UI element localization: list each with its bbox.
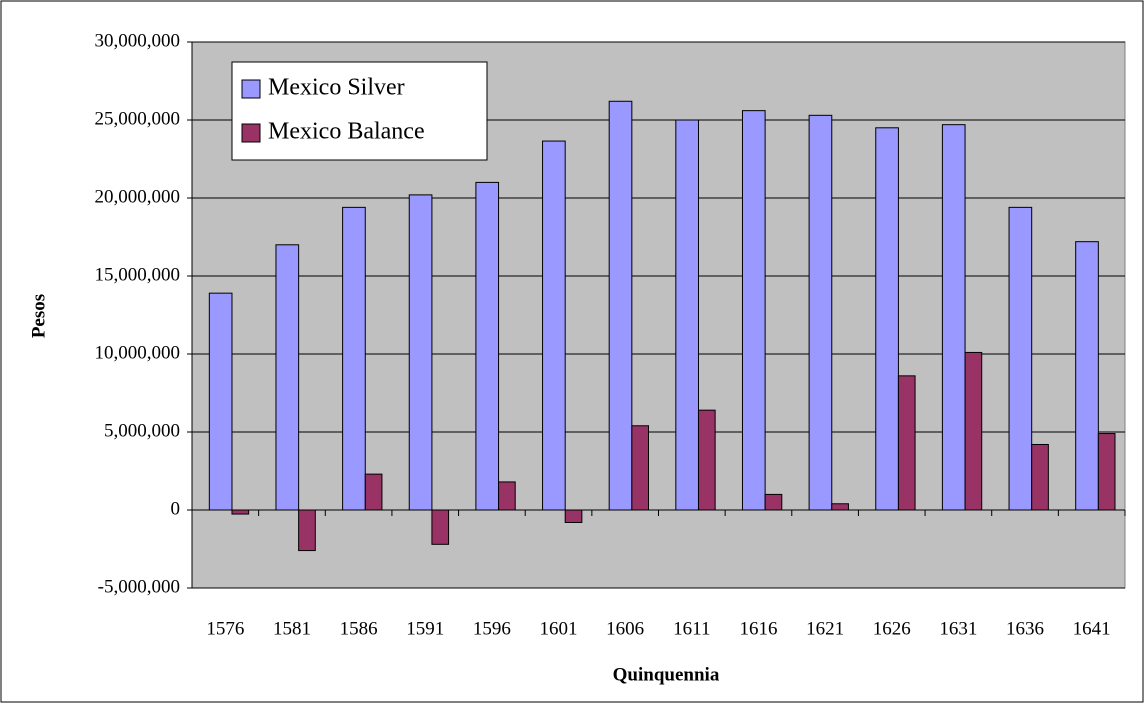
bar bbox=[741, 110, 766, 511]
bar bbox=[564, 509, 583, 523]
bar bbox=[364, 473, 383, 511]
bar bbox=[764, 493, 783, 511]
bar bbox=[231, 509, 250, 515]
y-tick-label: 20,000,000 bbox=[95, 186, 181, 207]
legend bbox=[231, 61, 488, 161]
x-tick-label: 1626 bbox=[873, 618, 911, 639]
bar bbox=[697, 409, 716, 511]
x-tick-label: 1601 bbox=[540, 618, 578, 639]
x-tick-label: 1636 bbox=[1006, 618, 1044, 639]
x-tick-label: 1621 bbox=[806, 618, 844, 639]
bar bbox=[342, 206, 366, 511]
y-tick-label: 25,000,000 bbox=[95, 108, 181, 129]
x-axis-label: Quinquennia bbox=[613, 664, 720, 685]
bar bbox=[275, 244, 300, 511]
bar bbox=[831, 503, 849, 511]
legend-label: Mexico Silver bbox=[268, 75, 405, 101]
bar bbox=[542, 140, 566, 511]
bar bbox=[631, 425, 650, 511]
bar bbox=[1008, 206, 1033, 511]
bar bbox=[941, 124, 966, 511]
y-tick-label: -5,000,000 bbox=[98, 576, 180, 597]
bar bbox=[408, 194, 433, 511]
bar bbox=[808, 114, 833, 511]
y-tick-label: 15,000,000 bbox=[95, 264, 181, 285]
bar bbox=[475, 181, 500, 511]
bar bbox=[1097, 433, 1116, 511]
bar bbox=[964, 351, 983, 511]
bar bbox=[498, 481, 516, 511]
bar bbox=[1031, 443, 1049, 511]
y-tick-label: 0 bbox=[171, 498, 181, 519]
bar bbox=[1075, 241, 1099, 511]
x-tick-label: 1616 bbox=[739, 618, 777, 639]
bar bbox=[608, 100, 633, 511]
y-tick-label: 10,000,000 bbox=[95, 342, 181, 363]
x-tick-label: 1581 bbox=[273, 618, 311, 639]
bar bbox=[431, 509, 450, 545]
x-tick-label: 1576 bbox=[206, 618, 244, 639]
x-tick-label: 1611 bbox=[673, 618, 710, 639]
x-tick-label: 1606 bbox=[606, 618, 644, 639]
x-tick-label: 1631 bbox=[939, 618, 977, 639]
legend-swatch bbox=[241, 79, 261, 99]
y-tick-label: 5,000,000 bbox=[104, 420, 180, 441]
x-tick-label: 1596 bbox=[473, 618, 511, 639]
legend-swatch bbox=[241, 123, 261, 143]
legend-label: Mexico Balance bbox=[268, 119, 425, 145]
bar bbox=[675, 119, 699, 511]
bar bbox=[208, 292, 233, 511]
bar bbox=[897, 375, 916, 511]
bar bbox=[298, 509, 316, 552]
y-tick-label: 30,000,000 bbox=[95, 30, 181, 51]
bar bbox=[875, 127, 899, 511]
x-tick-label: 1586 bbox=[340, 618, 378, 639]
x-tick-label: 1591 bbox=[406, 618, 444, 639]
x-tick-label: 1641 bbox=[1073, 618, 1111, 639]
y-axis-label: Pesos bbox=[28, 294, 49, 338]
